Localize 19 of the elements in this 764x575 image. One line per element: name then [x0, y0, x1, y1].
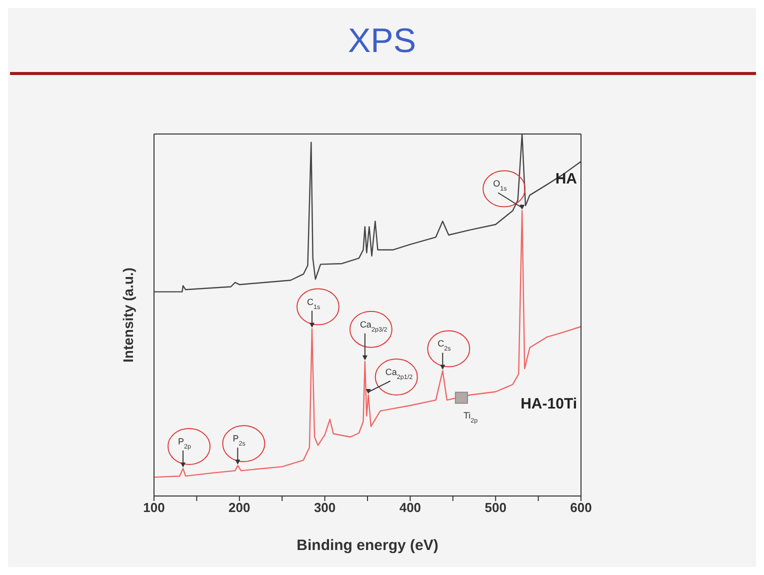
series-label: HA-10Ti: [520, 396, 577, 413]
x-tick-label: 300: [314, 500, 336, 516]
series-label: HA: [555, 170, 578, 188]
y-axis-title: Intensity (a.u.): [120, 268, 136, 362]
x-tick-label: 100: [143, 500, 165, 516]
x-axis-title: Binding energy (eV): [296, 537, 438, 554]
annotation: C$_{2s}$: [438, 338, 451, 352]
x-tick-label: 200: [228, 500, 250, 516]
annotation: Ca$_{2p1/2}$: [385, 367, 414, 380]
annotation: Ti$_{2p}$: [463, 410, 478, 424]
annotation: C$_{1s}$: [306, 296, 320, 310]
x-tick-label: 500: [484, 500, 506, 516]
annotation: O$_{1s}$: [493, 178, 507, 192]
x-tick-label: 600: [570, 500, 592, 516]
chart-title: XPS: [346, 22, 418, 61]
annotation: P$_{2p}$: [178, 436, 192, 450]
x-tick-label: 400: [399, 500, 422, 516]
annotation: Ca$_{2p3/2}$: [360, 319, 388, 333]
annotation: P$_{2s}$: [232, 434, 246, 448]
